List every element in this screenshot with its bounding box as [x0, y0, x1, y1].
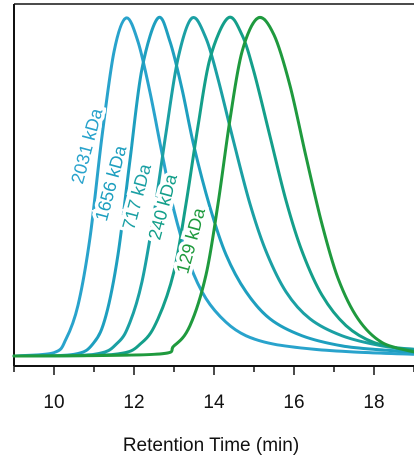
x-axis-title: Retention Time (min): [123, 435, 299, 456]
x-tick-label: 12: [123, 392, 144, 413]
x-axis: 10 12 14 16 18: [13, 366, 414, 413]
x-tick-label: 10: [43, 392, 64, 413]
series-layer: [12, 15, 414, 358]
series-line-717-kda: [12, 15, 414, 358]
series-line-129-kda: [12, 15, 414, 358]
x-tick-label: 16: [283, 392, 304, 413]
series-line-2031-kda: [12, 16, 414, 358]
x-tick-label: 14: [203, 392, 225, 413]
series-line-1656-kda: [12, 15, 414, 358]
x-tick-label: 18: [363, 392, 384, 413]
peak-label: 129 kDa: [172, 205, 209, 276]
series-line-240-kda: [12, 15, 414, 358]
